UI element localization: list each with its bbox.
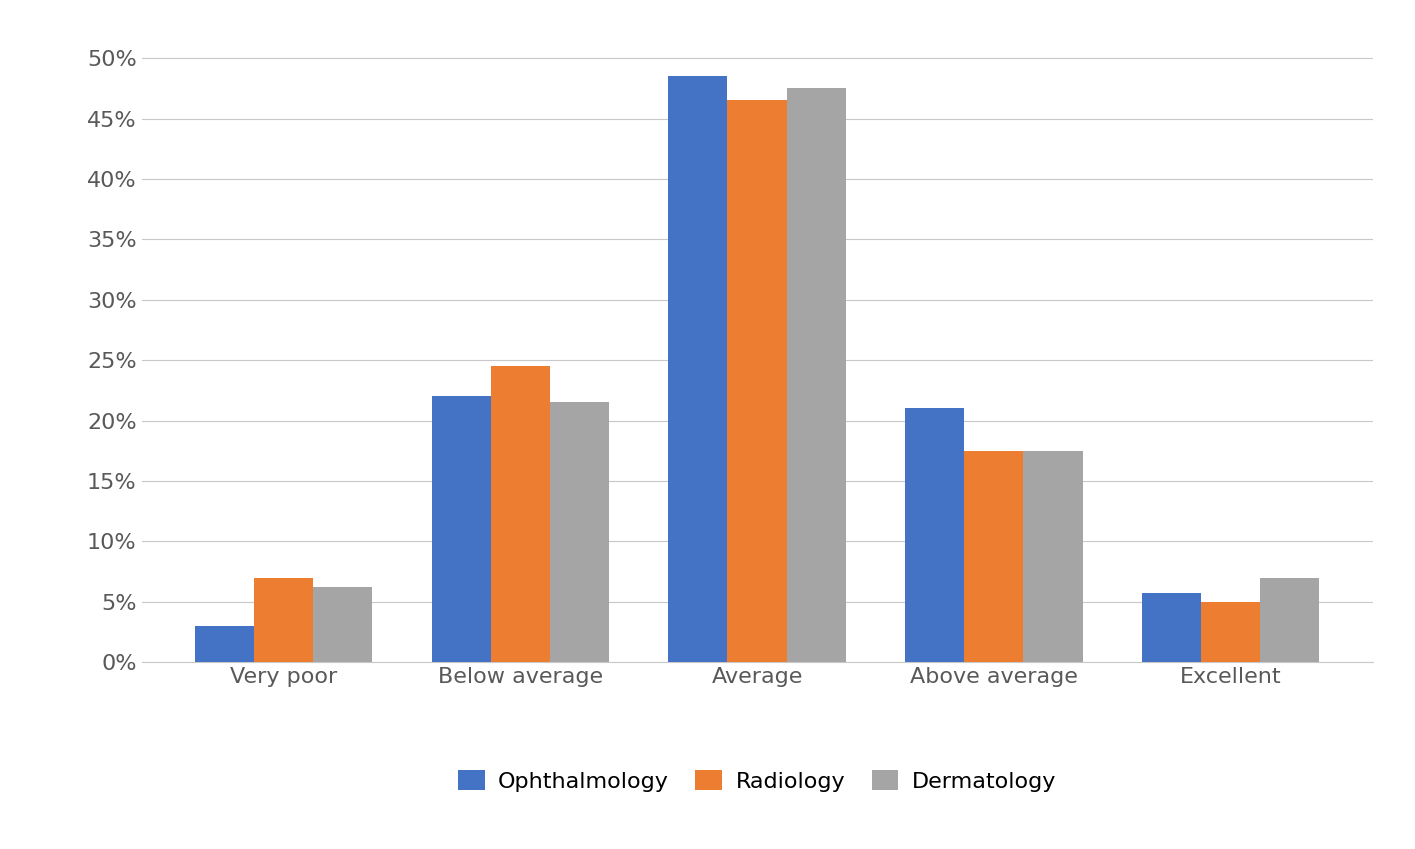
Bar bbox=[491, 366, 550, 662]
Bar bbox=[668, 76, 727, 662]
Bar bbox=[1201, 602, 1261, 662]
Bar bbox=[727, 100, 787, 662]
Bar bbox=[195, 626, 253, 662]
Bar bbox=[1023, 451, 1082, 662]
Bar bbox=[313, 588, 372, 662]
Bar bbox=[1142, 593, 1201, 662]
Legend: Ophthalmology, Radiology, Dermatology: Ophthalmology, Radiology, Dermatology bbox=[449, 762, 1065, 801]
Bar bbox=[253, 577, 313, 662]
Bar bbox=[964, 451, 1023, 662]
Bar bbox=[550, 402, 608, 662]
Bar bbox=[787, 88, 846, 662]
Bar bbox=[1261, 577, 1319, 662]
Bar bbox=[432, 396, 491, 662]
Bar bbox=[906, 408, 964, 662]
